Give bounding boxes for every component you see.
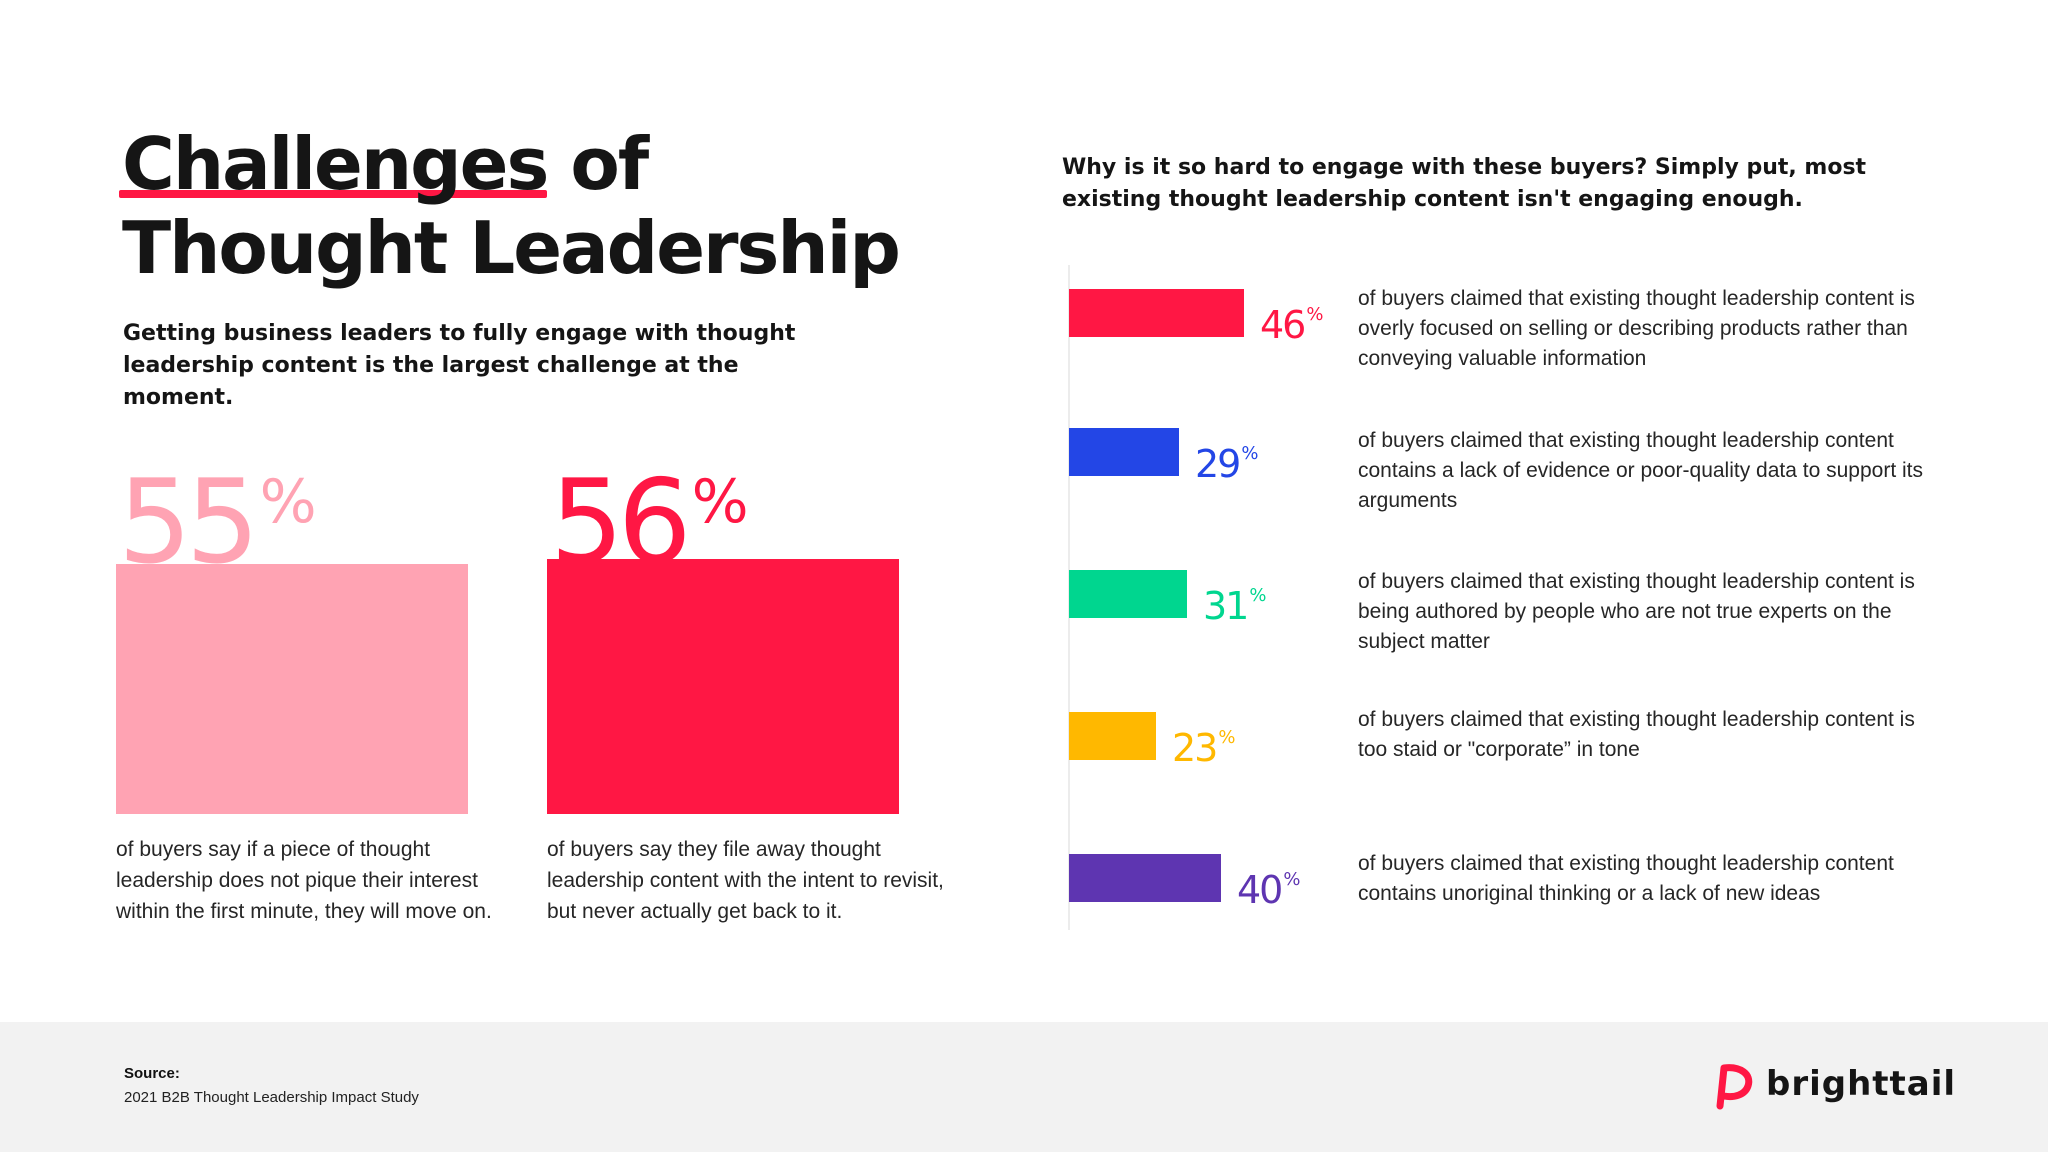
bar-2-value-label: 29% [1195, 430, 1258, 488]
source-text: 2021 B2B Thought Leadership Impact Study [124, 1089, 419, 1106]
bar-5-value-number: 40 [1237, 868, 1283, 912]
page-title: Challenges of Thought Leadership [119, 122, 901, 290]
bar-4-value-number: 23 [1172, 726, 1218, 770]
bar-1-percent-sign: % [1306, 304, 1324, 325]
stat-1-box [116, 564, 468, 814]
source-label: Source: [124, 1065, 180, 1082]
stat-2-caption: of buyers say they file away thought lea… [547, 838, 944, 923]
bar-3-value-label: 31% [1203, 572, 1266, 630]
bar-5 [1069, 854, 1221, 902]
bar-4 [1069, 712, 1156, 760]
bar-5-description: of buyers claimed that existing thought … [1358, 852, 1894, 905]
bar-1-value-label: 46% [1260, 291, 1323, 349]
title-highlight-text: Challenges [122, 122, 549, 206]
bar-4-percent-sign: % [1218, 727, 1236, 748]
bar-1 [1069, 289, 1244, 337]
title-line2: Thought Leadership [122, 206, 901, 290]
title-rest-line1: of [547, 122, 649, 206]
bar-3 [1069, 570, 1187, 618]
bar-1-value-number: 46 [1260, 303, 1306, 347]
bar-5-percent-sign: % [1283, 869, 1301, 890]
brand-name: brighttail [1766, 1064, 1957, 1104]
brand-logo-icon [1716, 1064, 1753, 1110]
bar-4-value-label: 23% [1172, 714, 1235, 772]
bar-2-value-number: 29 [1195, 442, 1241, 486]
stat-1-percent-sign: % [259, 467, 317, 537]
bar-3-value-number: 31 [1203, 584, 1249, 628]
stat-1-number-value: 55 [118, 455, 260, 590]
footer [0, 1022, 2048, 1152]
title-highlight-word: Challenges [119, 122, 549, 206]
bar-2-description: of buyers claimed that existing thought … [1358, 429, 1923, 512]
stat-2-percent-sign: % [691, 467, 749, 537]
bar-1-description: of buyers claimed that existing thought … [1358, 287, 1915, 370]
bar-3-description: of buyers claimed that existing thought … [1358, 570, 1915, 653]
stat-1-number: 55% [118, 444, 317, 581]
bar-2-percent-sign: % [1241, 443, 1259, 464]
stat-2-box [547, 559, 899, 814]
page-subtitle: Getting business leaders to fully engage… [123, 321, 796, 410]
bar-2 [1069, 428, 1179, 476]
stat-1-caption: of buyers say if a piece of thought lead… [116, 838, 492, 923]
chart-question: Why is it so hard to engage with these b… [1062, 155, 1867, 212]
bar-5-value-label: 40% [1237, 856, 1300, 914]
bar-4-description: of buyers claimed that existing thought … [1358, 708, 1915, 761]
bar-3-percent-sign: % [1249, 585, 1267, 606]
